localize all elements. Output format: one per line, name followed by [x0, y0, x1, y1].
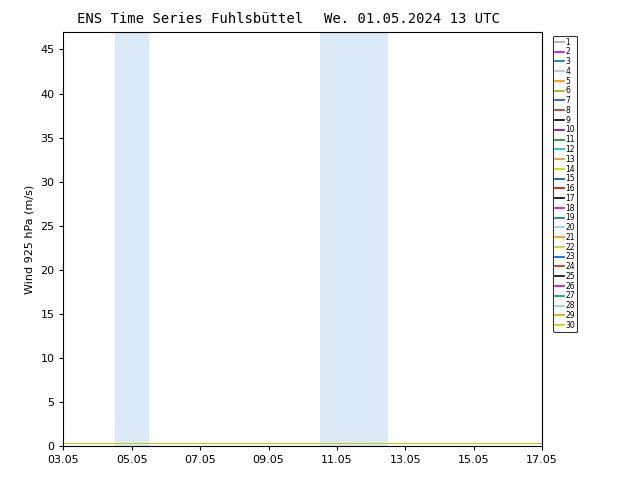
Legend: 1, 2, 3, 4, 5, 6, 7, 8, 9, 10, 11, 12, 13, 14, 15, 16, 17, 18, 19, 20, 21, 22, 2: 1, 2, 3, 4, 5, 6, 7, 8, 9, 10, 11, 12, 1… [553, 36, 578, 332]
Text: We. 01.05.2024 13 UTC: We. 01.05.2024 13 UTC [324, 12, 500, 26]
Text: ENS Time Series Fuhlsbüttel: ENS Time Series Fuhlsbüttel [77, 12, 303, 26]
Bar [320, 32, 388, 446]
Bar [115, 32, 149, 446]
Y-axis label: Wind 925 hPa (m/s): Wind 925 hPa (m/s) [25, 184, 35, 294]
